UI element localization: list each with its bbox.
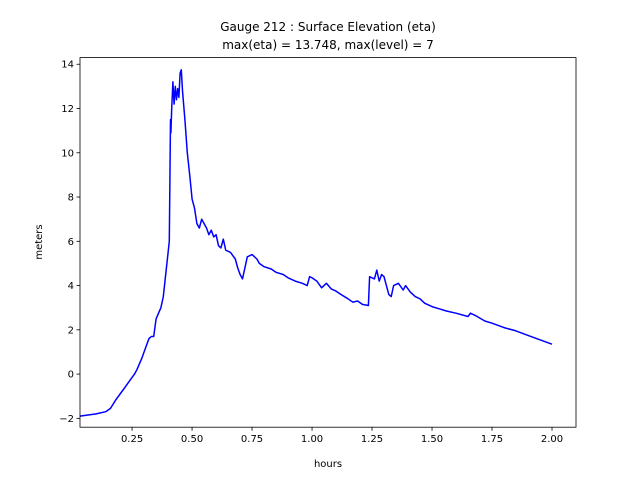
y-tick-label: 6 bbox=[68, 237, 74, 248]
x-tick-label: 2.00 bbox=[541, 434, 563, 445]
x-tick-label: 1.25 bbox=[361, 434, 383, 445]
y-tick-label: 0 bbox=[68, 370, 74, 381]
y-axis-label: meters bbox=[34, 224, 45, 259]
y-tick-label: 4 bbox=[68, 281, 74, 292]
y-axis-ticks: −2 0 2 4 6 8 10 12 14 bbox=[59, 60, 80, 425]
chart-subtitle: max(eta) = 13.748, max(level) = 7 bbox=[222, 38, 434, 52]
x-tick-label: 0.50 bbox=[181, 434, 203, 445]
plot-frame bbox=[79, 57, 577, 428]
x-tick-label: 1.75 bbox=[481, 434, 503, 445]
y-tick-label: 12 bbox=[61, 104, 74, 115]
y-tick-label: 14 bbox=[61, 60, 74, 71]
x-axis-ticks: 0.25 0.50 0.75 1.00 1.25 1.50 1.75 2.00 bbox=[121, 427, 563, 445]
x-tick-label: 1.50 bbox=[421, 434, 443, 445]
x-tick-label: 1.00 bbox=[301, 434, 323, 445]
series-line-eta bbox=[79, 69, 553, 417]
x-axis-label: hours bbox=[314, 459, 342, 470]
y-tick-label: 10 bbox=[61, 148, 74, 159]
x-tick-label: 0.25 bbox=[121, 434, 143, 445]
y-tick-label: 8 bbox=[68, 193, 74, 204]
x-tick-label: 0.75 bbox=[241, 434, 263, 445]
chart-title: Gauge 212 : Surface Elevation (eta) bbox=[220, 20, 436, 34]
y-tick-label: 2 bbox=[68, 325, 74, 336]
y-tick-label: −2 bbox=[59, 414, 74, 425]
